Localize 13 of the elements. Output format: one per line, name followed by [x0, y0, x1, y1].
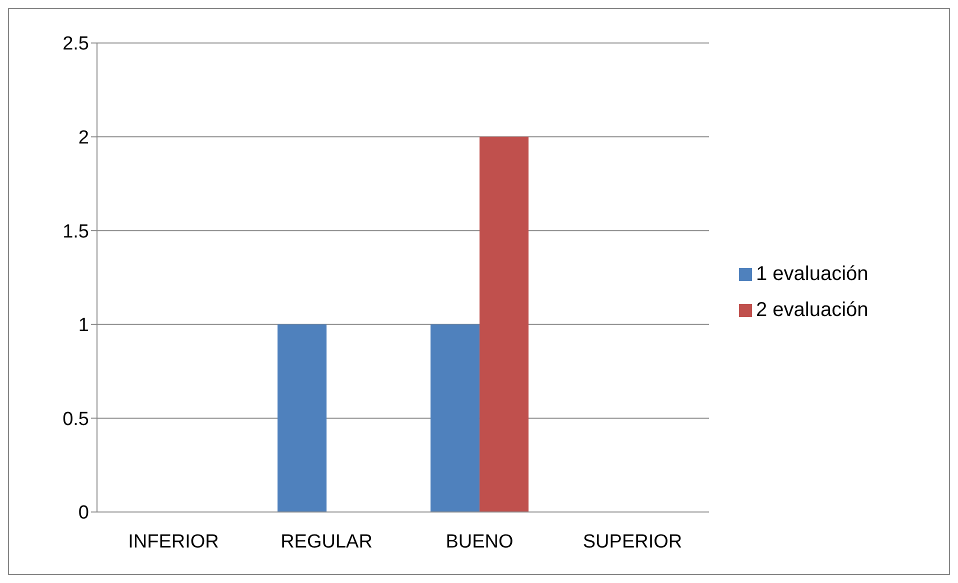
y-tick-label: 0 — [78, 502, 89, 524]
legend-label: 1 evaluación — [756, 262, 868, 284]
y-tick-label: 0.5 — [62, 408, 89, 430]
x-tick-label: REGULAR — [280, 531, 372, 552]
y-tick-label: 1.5 — [62, 221, 89, 242]
y-tick-label: 1 — [78, 315, 89, 336]
chart-frame: 1 evaluación 2 evaluación INFERIOR REGULAR BUENO SUPERIOR 0 0.5 1 1.5 2 2.5 — [8, 8, 950, 575]
legend-label: 2 evaluación — [756, 298, 868, 320]
x-tick-label: INFERIOR — [128, 531, 219, 552]
x-tick-label: SUPERIOR — [582, 531, 682, 552]
x-tick-label: BUENO — [446, 531, 514, 552]
y-tick-label: 2 — [78, 128, 89, 149]
y-tick-label: 2.5 — [62, 34, 89, 55]
